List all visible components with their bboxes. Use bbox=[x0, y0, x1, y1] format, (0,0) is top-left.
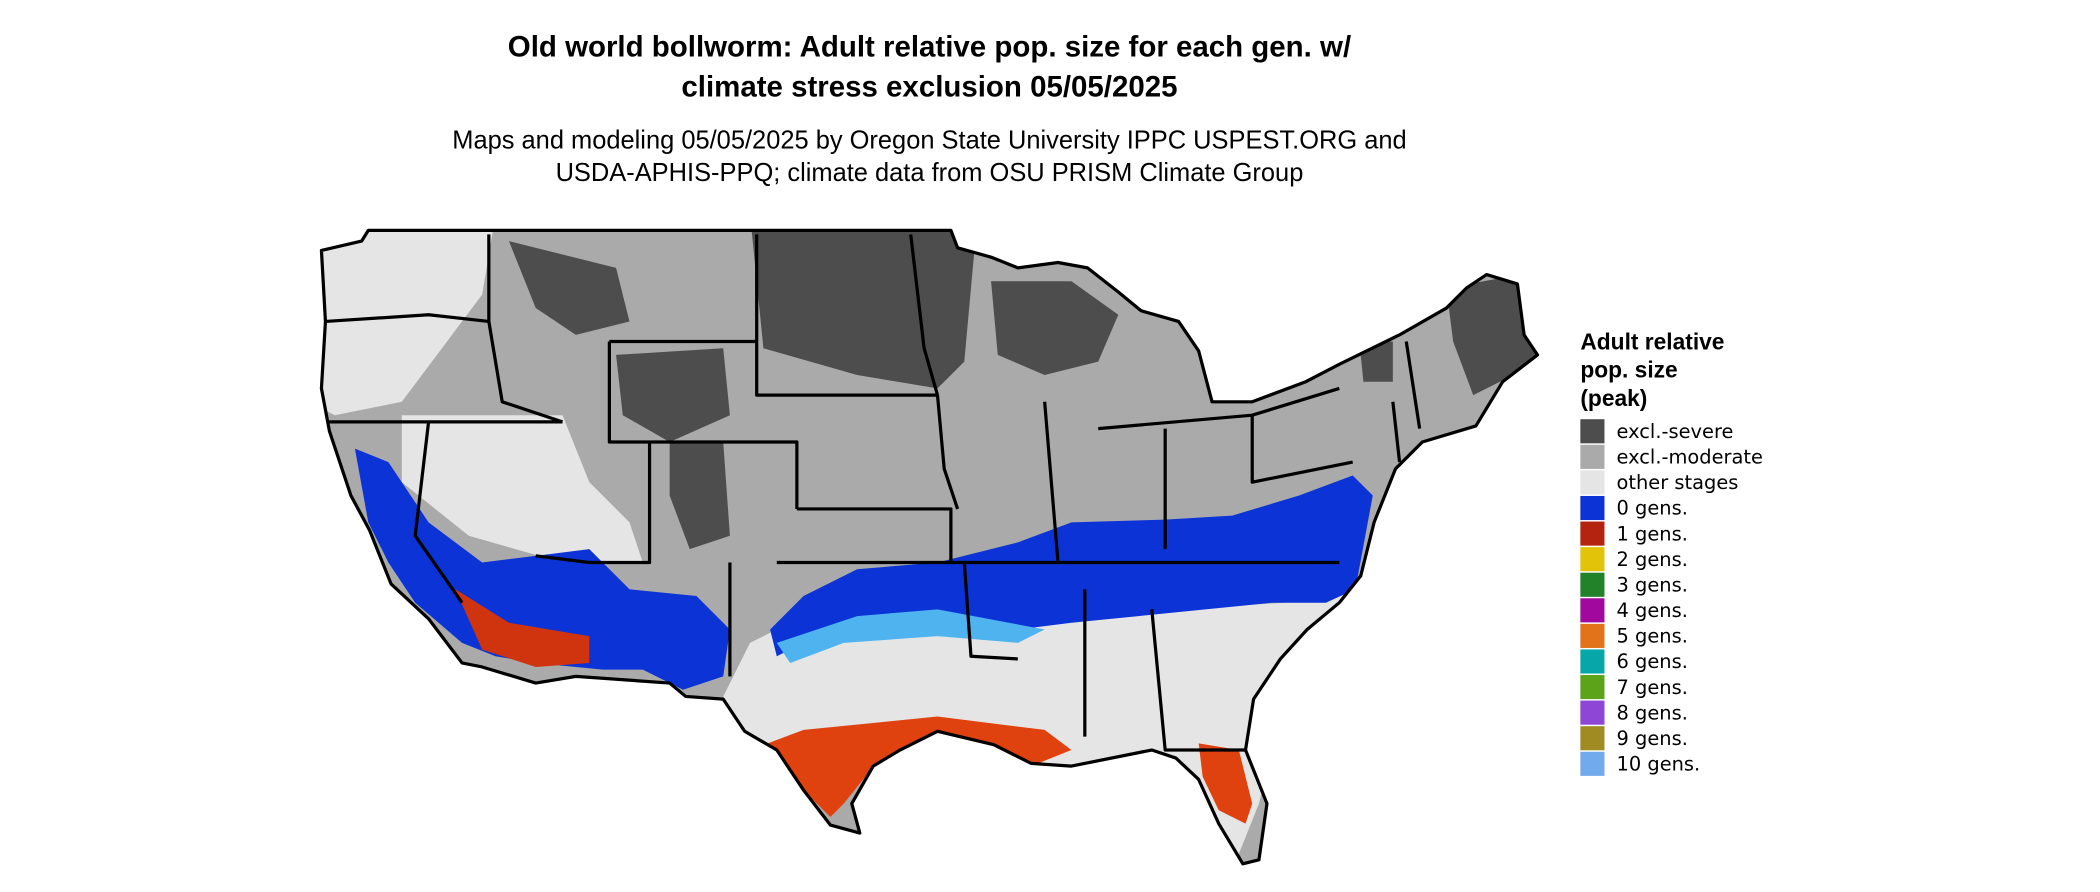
severe-area bbox=[750, 230, 978, 389]
legend-swatch bbox=[1580, 751, 1605, 776]
legend-label: 1 gens. bbox=[1617, 522, 1688, 545]
severe-area bbox=[669, 441, 730, 550]
light-blue-band bbox=[776, 609, 1045, 663]
legend-title: (peak) bbox=[1580, 385, 1647, 411]
legend-swatch bbox=[1580, 470, 1605, 495]
legend-swatch bbox=[1580, 726, 1605, 751]
legend-label: 7 gens. bbox=[1617, 676, 1688, 699]
legend-swatch bbox=[1580, 572, 1605, 597]
legend-label: 10 gens. bbox=[1617, 753, 1701, 776]
title-line: Old world bollworm: Adult relative pop. … bbox=[508, 30, 1351, 63]
legend-swatch bbox=[1580, 700, 1605, 725]
light-area bbox=[321, 230, 496, 416]
legend-title: pop. size bbox=[1580, 357, 1677, 383]
state-borders bbox=[325, 234, 1422, 752]
legend-label: 9 gens. bbox=[1617, 727, 1688, 750]
legend-swatch bbox=[1580, 623, 1605, 648]
legend-label: 0 gens. bbox=[1617, 497, 1688, 520]
legend-swatch bbox=[1580, 649, 1605, 674]
legend-label: 8 gens. bbox=[1617, 701, 1688, 724]
legend-label: 2 gens. bbox=[1617, 548, 1688, 571]
legend-label: excl.-severe bbox=[1617, 420, 1734, 443]
legend-label: excl.-moderate bbox=[1617, 446, 1763, 469]
legend-label: 4 gens. bbox=[1617, 599, 1688, 622]
title-line: climate stress exclusion 05/05/2025 bbox=[681, 70, 1177, 103]
legend-swatch bbox=[1580, 444, 1605, 469]
severe-area bbox=[508, 241, 630, 335]
us-map bbox=[319, 228, 1540, 866]
legend-label: 6 gens. bbox=[1617, 650, 1688, 673]
severe-area bbox=[1446, 274, 1538, 396]
severe-area bbox=[616, 348, 730, 442]
legend: Adult relative pop. size (peak) excl.-se… bbox=[1580, 329, 1763, 776]
legend-swatch bbox=[1580, 521, 1605, 546]
legend-swatch bbox=[1580, 598, 1605, 623]
legend-swatch bbox=[1580, 547, 1605, 572]
blue-area bbox=[354, 448, 730, 690]
severe-area bbox=[991, 281, 1119, 376]
legend-title: Adult relative bbox=[1580, 329, 1724, 355]
legend-label: other stages bbox=[1617, 471, 1739, 494]
legend-swatch bbox=[1580, 675, 1605, 700]
light-area bbox=[401, 415, 643, 563]
subtitle-line: USDA-APHIS-PPQ; climate data from OSU PR… bbox=[556, 159, 1304, 187]
red-area bbox=[750, 716, 1072, 817]
subtitle-line: Maps and modeling 05/05/2025 by Oregon S… bbox=[452, 127, 1406, 155]
legend-label: 3 gens. bbox=[1617, 573, 1688, 596]
legend-label: 5 gens. bbox=[1617, 625, 1688, 648]
legend-swatch bbox=[1580, 419, 1605, 444]
legend-swatch bbox=[1580, 495, 1605, 521]
red-area bbox=[1198, 743, 1253, 824]
red-area bbox=[455, 589, 590, 667]
